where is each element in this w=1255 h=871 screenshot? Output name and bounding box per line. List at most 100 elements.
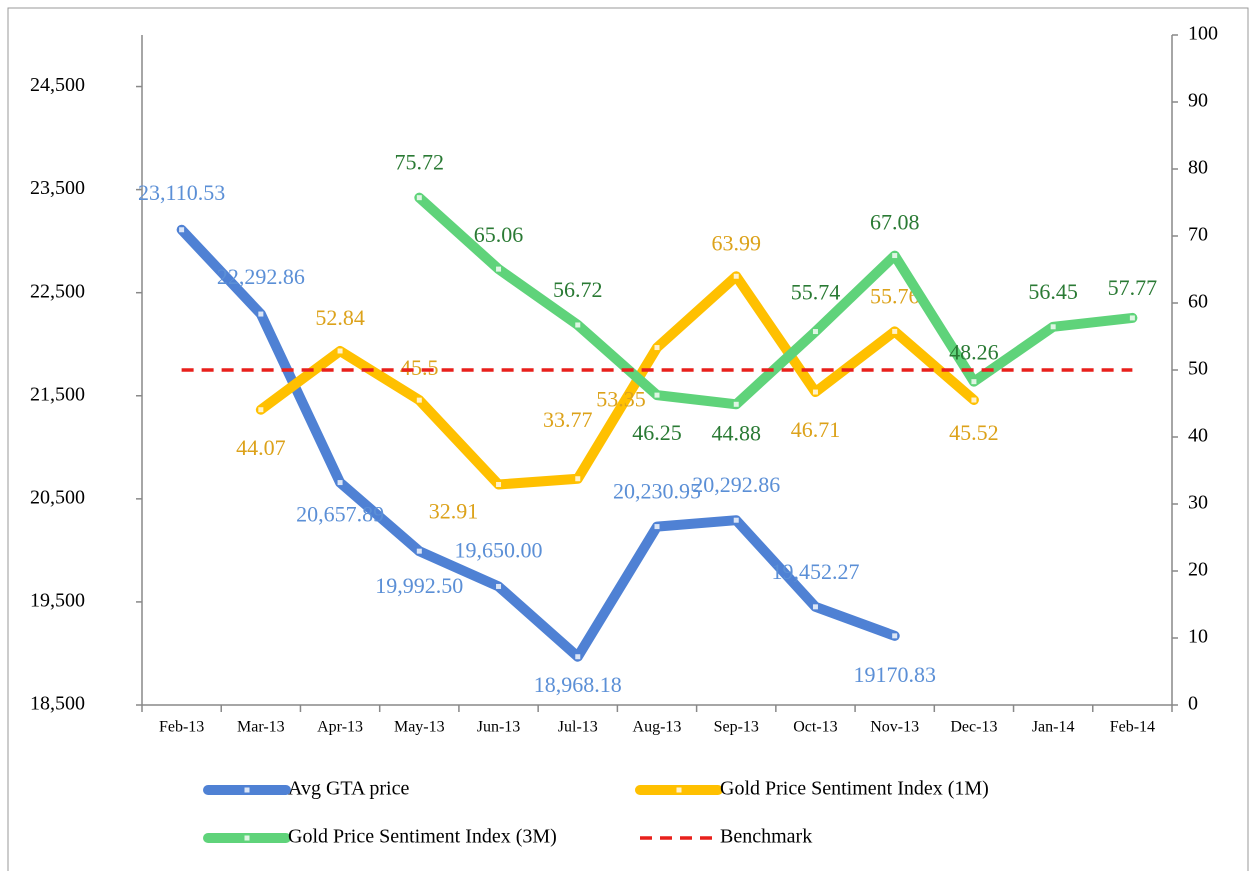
legend-marker — [243, 834, 251, 842]
x-tick-label: Apr-13 — [317, 719, 363, 736]
point-marker — [811, 603, 819, 611]
x-tick-label: Nov-13 — [870, 719, 919, 736]
point-marker — [732, 272, 740, 280]
point-marker — [336, 347, 344, 355]
point-marker — [415, 547, 423, 555]
data-label: 56.45 — [1028, 279, 1078, 304]
y-tick-label: 19,500 — [30, 590, 85, 612]
series-line — [176, 224, 900, 662]
legend-label: Gold Price Sentiment Index (1M) — [720, 778, 989, 800]
data-label: 19,452.27 — [771, 559, 859, 584]
data-label: 32.91 — [429, 499, 479, 524]
y-tick-label: 20,500 — [30, 486, 85, 508]
data-label: 65.06 — [474, 222, 524, 247]
legend-label: Benchmark — [720, 826, 812, 848]
point-marker — [415, 396, 423, 404]
y2-tick-label: 0 — [1188, 693, 1198, 715]
point-marker — [891, 252, 899, 260]
y2-tick-label: 70 — [1188, 224, 1208, 246]
data-label: 55.74 — [791, 280, 841, 305]
series-line — [414, 192, 1138, 410]
data-label: 46.71 — [791, 417, 841, 442]
data-label: 45.5 — [400, 355, 439, 380]
y2-tick-label: 20 — [1188, 559, 1208, 581]
x-tick-label: May-13 — [394, 719, 445, 736]
point-marker — [574, 475, 582, 483]
legend-label: Gold Price Sentiment Index (3M) — [288, 826, 557, 848]
data-label: 19,992.50 — [375, 573, 463, 598]
data-label: 19,650.00 — [455, 538, 543, 563]
point-marker — [732, 400, 740, 408]
data-label: 57.77 — [1108, 275, 1158, 300]
data-label: 20,292.86 — [692, 472, 780, 497]
data-label: 63.99 — [711, 230, 761, 255]
data-label: 44.88 — [711, 420, 761, 445]
data-label: 67.08 — [870, 210, 920, 235]
data-label: 75.72 — [395, 150, 445, 175]
legend-label: Avg GTA price — [288, 778, 409, 800]
legend-marker — [243, 786, 251, 794]
legend-marker — [675, 786, 683, 794]
point-marker — [415, 194, 423, 202]
point-marker — [574, 321, 582, 329]
y2-tick-label: 10 — [1188, 626, 1208, 648]
data-label: 48.26 — [949, 340, 999, 365]
data-label: 56.72 — [553, 277, 603, 302]
data-label: 53.35 — [596, 387, 646, 412]
point-marker — [574, 653, 582, 661]
data-label: 46.25 — [632, 420, 682, 445]
point-marker — [653, 344, 661, 352]
y2-tick-label: 80 — [1188, 157, 1208, 179]
point-marker — [178, 226, 186, 234]
y-tick-label: 18,500 — [30, 693, 85, 715]
y-tick-label: 24,500 — [30, 74, 85, 96]
point-marker — [811, 328, 819, 336]
point-marker — [891, 632, 899, 640]
data-label: 52.84 — [315, 305, 365, 330]
data-label: 18,968.18 — [534, 672, 622, 697]
point-marker — [495, 582, 503, 590]
data-label: 22,292.86 — [217, 264, 305, 289]
series-line — [255, 271, 979, 490]
x-tick-label: Feb-13 — [159, 719, 204, 736]
point-marker — [495, 481, 503, 489]
data-label: 45.52 — [949, 420, 999, 445]
y2-tick-label: 60 — [1188, 291, 1208, 313]
chart-border — [7, 7, 1249, 871]
point-marker — [1049, 323, 1057, 331]
data-label: 19170.83 — [853, 662, 936, 687]
point-marker — [653, 523, 661, 531]
point-marker — [1128, 314, 1136, 322]
x-tick-label: Aug-13 — [633, 719, 682, 736]
y2-tick-label: 40 — [1188, 425, 1208, 447]
y2-tick-label: 50 — [1188, 358, 1208, 380]
point-marker — [257, 310, 265, 318]
y2-tick-label: 100 — [1188, 23, 1218, 45]
point-marker — [257, 406, 265, 414]
data-label: 44.07 — [236, 435, 286, 460]
point-marker — [891, 327, 899, 335]
x-tick-label: Mar-13 — [237, 719, 285, 736]
point-marker — [811, 388, 819, 396]
point-marker — [653, 391, 661, 399]
y2-tick-label: 30 — [1188, 492, 1208, 514]
x-tick-label: Jun-13 — [477, 719, 521, 736]
y-tick-label: 21,500 — [30, 383, 85, 405]
point-marker — [495, 265, 503, 273]
data-label: 20,657.89 — [296, 502, 384, 527]
x-tick-label: Jan-14 — [1032, 719, 1075, 736]
data-label: 23,110.53 — [138, 180, 225, 205]
x-tick-label: Dec-13 — [950, 719, 997, 736]
y-tick-label: 22,500 — [30, 280, 85, 302]
point-marker — [336, 479, 344, 487]
x-tick-label: Sep-13 — [714, 719, 759, 736]
y2-tick-label: 90 — [1188, 90, 1208, 112]
x-tick-label: Feb-14 — [1110, 719, 1155, 736]
point-marker — [970, 378, 978, 386]
point-marker — [732, 516, 740, 524]
x-tick-label: Jul-13 — [558, 719, 598, 736]
data-label: 20,230.95 — [613, 479, 701, 504]
x-tick-label: Oct-13 — [793, 719, 837, 736]
data-label: 33.77 — [543, 407, 593, 432]
